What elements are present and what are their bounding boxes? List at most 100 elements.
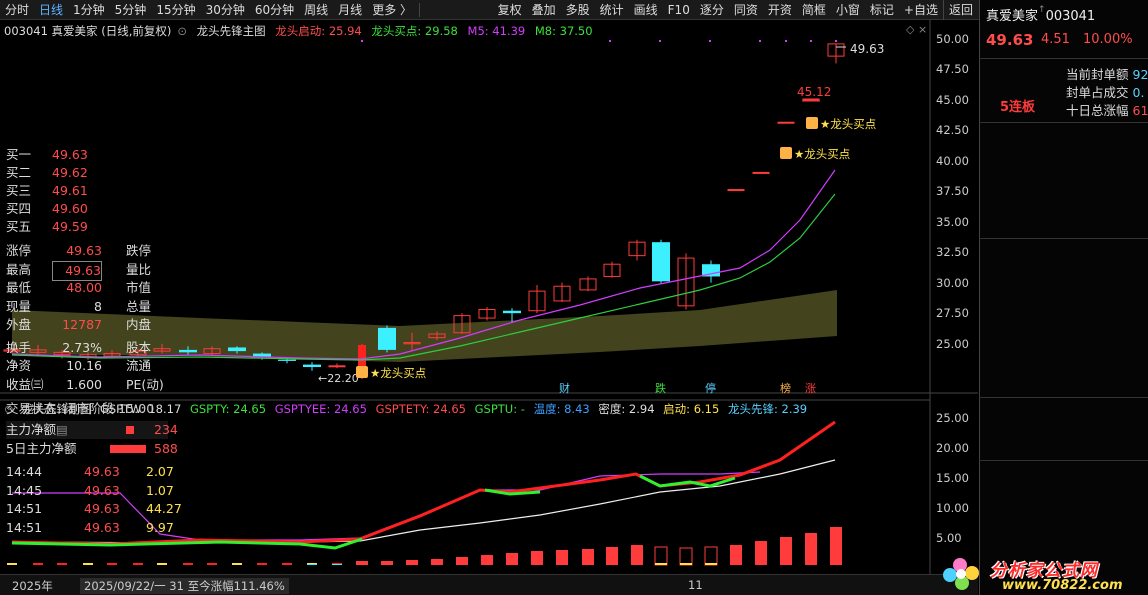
tool-tongji[interactable]: 统计	[599, 2, 624, 17]
gspty-line	[639, 474, 736, 488]
sub-indicator-name[interactable]: 龙头先锋副图	[22, 402, 92, 416]
m8-value: M8: 37.50	[534, 24, 593, 38]
back-button[interactable]: 返回	[942, 0, 978, 20]
sub-bar	[805, 533, 817, 565]
period-tab-fenshi[interactable]: 分时	[5, 2, 30, 17]
tick-volume: 1.07	[146, 482, 174, 498]
divider	[979, 58, 1148, 59]
price-axis-tick: 40.00	[936, 154, 969, 168]
price-change: 4.51	[1041, 32, 1070, 47]
sub-bar	[606, 547, 618, 565]
tool-kaizi[interactable]: 开资	[767, 2, 792, 17]
gsptety-line	[11, 420, 836, 546]
sub-axis-tick: 10.00	[936, 501, 969, 515]
period-tab-15min[interactable]: 15分钟	[156, 2, 196, 17]
signal-dot	[810, 40, 812, 42]
sub-bar	[755, 541, 767, 565]
xianfeng-value: 龙头先锋: 2.39	[727, 402, 808, 416]
sub-bar	[556, 550, 568, 565]
midu-value: 密度: 2.94	[598, 402, 655, 416]
tool-f10[interactable]: F10	[667, 2, 690, 17]
tick-row: 14:51 49.63 9.97	[6, 519, 174, 537]
settings-icon[interactable]: ⊙	[4, 402, 14, 416]
signal-dot	[659, 40, 661, 42]
net-flow-label: 主力净额	[6, 422, 57, 437]
tick-time: 14:44	[6, 464, 43, 479]
tool-jiankuang[interactable]: 简框	[801, 2, 826, 17]
sub-bar	[506, 553, 518, 565]
main-indicator-name[interactable]: 龙头先锋主图	[196, 24, 266, 38]
period-tab-1min[interactable]: 1分钟	[73, 2, 105, 17]
sub-bar	[133, 563, 143, 565]
gsptw-value: GSPTW: 18.17	[99, 402, 182, 416]
tool-tongzi[interactable]: 同资	[733, 2, 758, 17]
period-tab-weekly[interactable]: 周线	[304, 2, 329, 17]
period-tab-60min[interactable]: 60分钟	[254, 2, 295, 17]
tool-fuquan[interactable]: 复权	[497, 2, 522, 17]
price-axis-tick: 45.00	[936, 93, 969, 107]
stat-label: 外盘	[6, 317, 32, 332]
sub-bar	[406, 560, 418, 565]
bid-price: 49.62	[52, 165, 88, 180]
trade-status: 交易状态: 闭市阶段 15:00	[6, 401, 155, 416]
stat-value: 49.63	[66, 243, 102, 258]
sub-bar	[257, 563, 267, 565]
bid-price: 49.60	[52, 201, 88, 216]
period-tab-monthly[interactable]: 月线	[338, 2, 363, 17]
candle-body	[103, 353, 121, 357]
tool-huaxian[interactable]: 画线	[633, 2, 658, 17]
signal-dot	[709, 40, 711, 42]
candle-body	[553, 285, 571, 302]
sub-bar	[332, 564, 342, 565]
chart-corner-icons[interactable]: ◇ ×	[906, 23, 928, 36]
sub-chart-title: ⊙ 龙头先锋副图 GSPTW: 18.17 GSPTY: 24.65 GSPTY…	[4, 401, 812, 417]
divider	[979, 122, 1148, 123]
date-mark: 11	[688, 578, 703, 592]
sub-bar	[183, 563, 193, 565]
sub-bar	[356, 561, 368, 565]
period-toolbar: 分时 日线 1分钟 5分钟 15分钟 30分钟 60分钟 周线 月线 更多 〉 …	[0, 0, 1148, 20]
candle-body	[652, 242, 670, 282]
tick-price: 49.63	[84, 501, 120, 516]
tool-duogu[interactable]: 多股	[565, 2, 590, 17]
tool-diejia[interactable]: 叠加	[531, 2, 556, 17]
sub-bar	[780, 537, 792, 565]
tool-xiaochuang[interactable]: 小窗	[835, 2, 860, 17]
sub-bar	[57, 563, 67, 565]
last-price: 49.63	[986, 31, 1034, 49]
info-icon[interactable]: ↑	[1038, 5, 1046, 15]
date-footer: 2025年 2025/09/22/一 31 至今涨幅111.46% 11	[0, 574, 978, 595]
stat-label: 现量	[6, 298, 32, 314]
signal-dot	[759, 40, 761, 42]
sub-bar	[654, 546, 668, 566]
ma5-line	[11, 169, 836, 360]
gspty-value: GSPTY: 24.65	[189, 402, 267, 416]
trend-band	[12, 290, 837, 362]
net5-flow-bar	[110, 445, 146, 453]
year-label: 2025年	[12, 579, 53, 593]
period-tab-more[interactable]: 更多 〉	[372, 2, 413, 17]
candle-body	[253, 353, 271, 358]
stat-label: 最高	[6, 261, 32, 277]
tool-zhufen[interactable]: 逐分	[699, 2, 724, 17]
bid-row: 买三 49.61	[6, 182, 168, 200]
stat-value: 12787	[62, 317, 102, 332]
info-row-3: 十日总涨幅 61	[1066, 103, 1148, 118]
period-tab-30min[interactable]: 30分钟	[205, 2, 245, 17]
sub-bar	[582, 549, 594, 565]
sub-bar-base	[655, 563, 667, 565]
kline-chart[interactable]: 49.6345.12←22.20★龙头买点★龙头买点★龙头买点财跌停榜涨	[0, 20, 978, 595]
period-tab-daily[interactable]: 日线	[39, 2, 64, 17]
period-tab-5min[interactable]: 5分钟	[114, 2, 147, 17]
tool-add-watchlist[interactable]: +自选	[903, 2, 938, 17]
sub-bar	[481, 555, 493, 565]
streak-badge: 5连板	[1000, 100, 1036, 115]
dropdown-icon[interactable]: ⊙	[177, 24, 187, 38]
tick-time: 14:45	[6, 482, 43, 498]
qidong-value: 龙头启动: 25.94	[275, 24, 362, 38]
event-tag: 涨	[805, 382, 816, 395]
stock-name: 真爱美家	[986, 9, 1039, 24]
stat-label: 换手	[6, 339, 32, 355]
candle-body	[579, 278, 597, 291]
tool-biaoji[interactable]: 标记	[869, 2, 894, 17]
